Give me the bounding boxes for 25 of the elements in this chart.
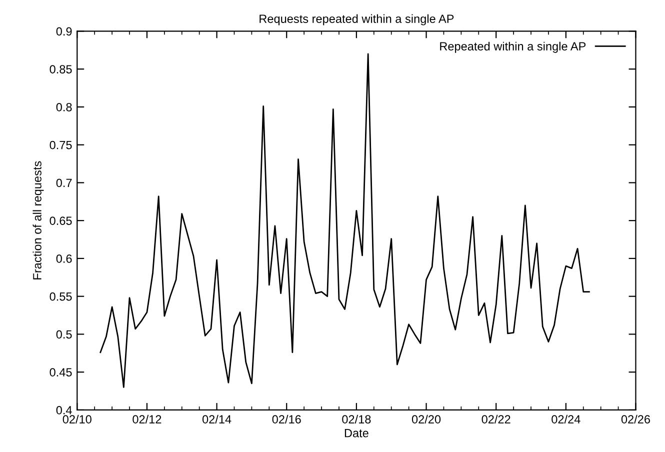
x-tick-label: 02/12: [132, 414, 162, 424]
x-tick-label: 02/22: [482, 414, 510, 424]
y-tick-label: 0.5: [56, 330, 72, 339]
x-tick-label: 02/18: [342, 414, 371, 424]
x-tick-label: 02/26: [621, 414, 650, 424]
y-tick-label: 0.9: [56, 27, 72, 36]
x-tick-label: 02/20: [412, 414, 441, 424]
legend-label: Repeated within a single AP: [440, 42, 586, 53]
x-tick-label: 02/16: [272, 414, 301, 424]
y-tick-label: 0.8: [56, 102, 72, 112]
y-tick-label: 0.55: [50, 292, 72, 301]
y-tick-label: 0.65: [50, 216, 72, 225]
y-tick-label: 0.45: [50, 368, 72, 376]
x-tick-label: 02/24: [552, 414, 580, 424]
y-tick-label: 0.4: [56, 406, 72, 414]
chart-title: Requests repeated within a single AP: [260, 14, 454, 26]
line-series: [100, 53, 590, 388]
y-axis-title: Fraction of all requests: [32, 161, 44, 280]
y-tick-label: 0.75: [50, 140, 72, 150]
x-tick-label: 02/10: [62, 414, 92, 424]
y-tick-label: 0.7: [56, 178, 72, 188]
y-tick-label: 0.85: [50, 65, 72, 74]
x-tick-label: 02/14: [202, 414, 232, 424]
x-axis-title: Date: [344, 429, 368, 438]
y-tick-label: 0.6: [56, 254, 72, 263]
